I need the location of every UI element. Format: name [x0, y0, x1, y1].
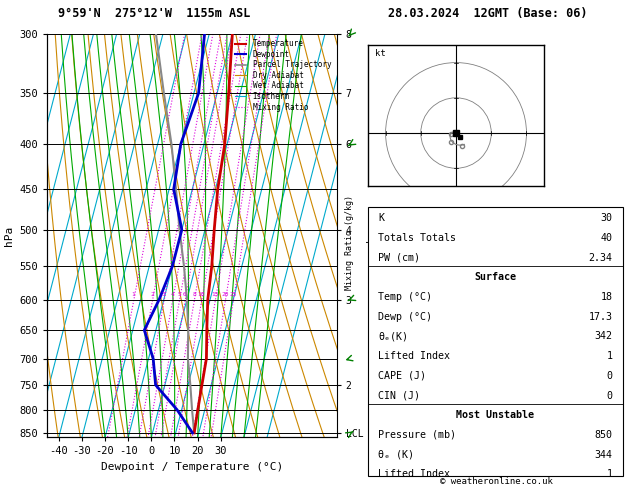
- Text: PW (cm): PW (cm): [378, 253, 420, 262]
- Text: CAPE (J): CAPE (J): [378, 371, 426, 381]
- Legend: Temperature, Dewpoint, Parcel Trajectory, Dry Adiabat, Wet Adiabat, Isotherm, Mi: Temperature, Dewpoint, Parcel Trajectory…: [233, 38, 333, 113]
- Text: 28.03.2024  12GMT (Base: 06): 28.03.2024 12GMT (Base: 06): [387, 7, 587, 20]
- Text: 17.3: 17.3: [589, 312, 613, 322]
- Text: 2: 2: [150, 293, 154, 297]
- Text: CIN (J): CIN (J): [378, 391, 420, 400]
- Text: 8: 8: [192, 293, 196, 297]
- Text: θₑ (K): θₑ (K): [378, 450, 414, 460]
- Text: 2.34: 2.34: [589, 253, 613, 262]
- Text: 344: 344: [594, 450, 613, 460]
- Text: 10: 10: [198, 293, 205, 297]
- Text: 20: 20: [221, 293, 229, 297]
- Text: Pressure (mb): Pressure (mb): [378, 430, 456, 440]
- Text: 850: 850: [594, 430, 613, 440]
- Text: 3: 3: [162, 293, 166, 297]
- X-axis label: Dewpoint / Temperature (°C): Dewpoint / Temperature (°C): [101, 462, 283, 472]
- Text: K: K: [378, 213, 384, 223]
- Text: Lifted Index: Lifted Index: [378, 351, 450, 361]
- Text: 1: 1: [606, 351, 613, 361]
- Text: Mixing Ratio (g/kg): Mixing Ratio (g/kg): [345, 195, 353, 291]
- Text: Dewp (°C): Dewp (°C): [378, 312, 432, 322]
- Text: 342: 342: [594, 331, 613, 342]
- Text: kt: kt: [375, 49, 386, 57]
- Text: 1: 1: [606, 469, 613, 479]
- Text: © weatheronline.co.uk: © weatheronline.co.uk: [440, 477, 554, 486]
- Text: 1: 1: [131, 293, 135, 297]
- FancyBboxPatch shape: [368, 207, 623, 476]
- Text: 5: 5: [177, 293, 181, 297]
- Text: 6: 6: [183, 293, 187, 297]
- Y-axis label: hPa: hPa: [4, 226, 14, 246]
- Text: Temp (°C): Temp (°C): [378, 292, 432, 302]
- Text: 15: 15: [211, 293, 219, 297]
- Text: 30: 30: [601, 213, 613, 223]
- Text: Most Unstable: Most Unstable: [456, 410, 535, 420]
- Text: Surface: Surface: [474, 272, 516, 282]
- Text: 4: 4: [170, 293, 174, 297]
- Text: Lifted Index: Lifted Index: [378, 469, 450, 479]
- Text: θₑ(K): θₑ(K): [378, 331, 408, 342]
- Text: Totals Totals: Totals Totals: [378, 233, 456, 243]
- Text: 0: 0: [606, 391, 613, 400]
- Text: 9°59'N  275°12'W  1155m ASL: 9°59'N 275°12'W 1155m ASL: [58, 7, 250, 20]
- Text: 0: 0: [606, 371, 613, 381]
- Y-axis label: km
ASL: km ASL: [366, 227, 387, 244]
- Text: 25: 25: [229, 293, 237, 297]
- Text: 40: 40: [601, 233, 613, 243]
- Text: 18: 18: [601, 292, 613, 302]
